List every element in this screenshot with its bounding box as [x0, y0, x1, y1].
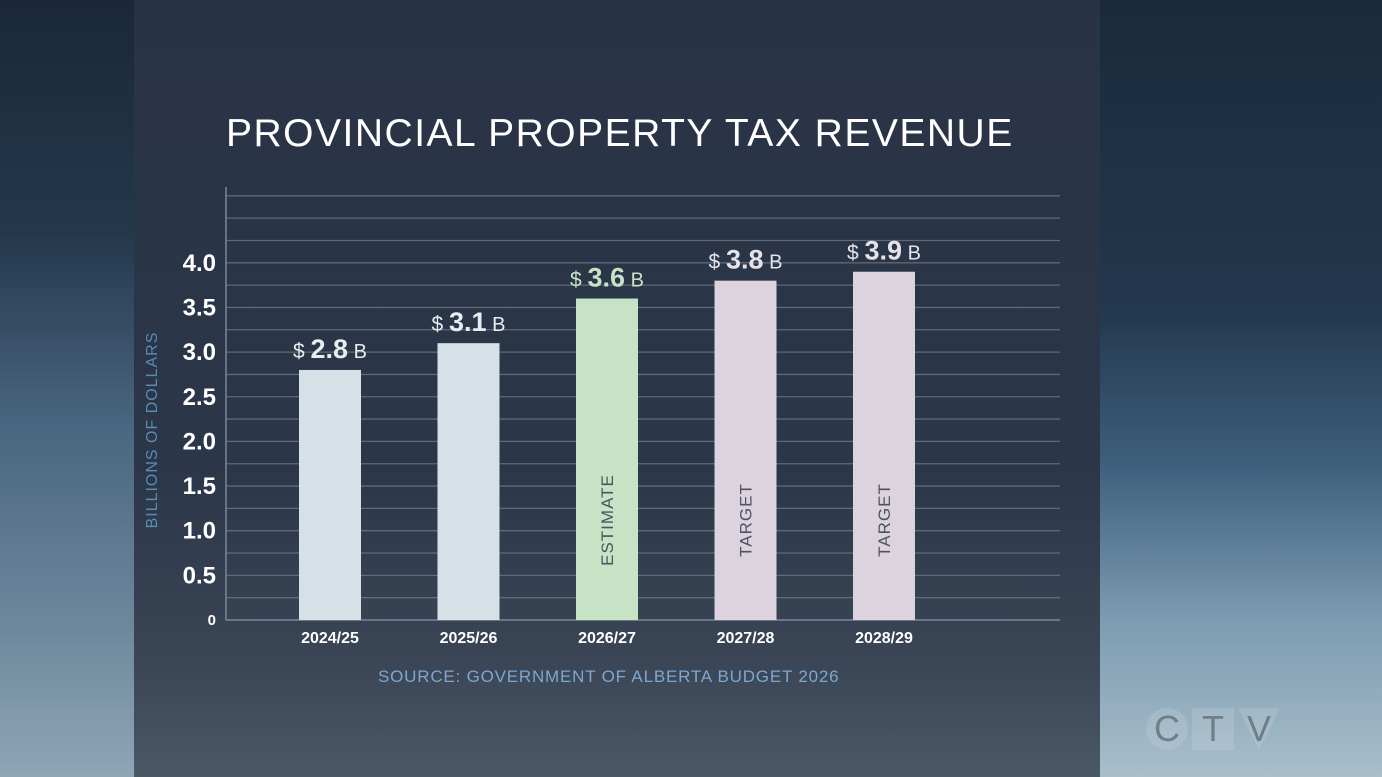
x-tick-label: 2024/25 [301, 630, 359, 647]
y-tick-label: 0.5 [183, 562, 216, 589]
y-tick-label: 0 [208, 612, 216, 629]
ctv-logo: C T V [1146, 708, 1280, 750]
bar-annotation: TARGET [875, 483, 894, 557]
logo-letter-c: C [1146, 708, 1188, 750]
y-tick-label: 2.0 [183, 428, 216, 455]
background-right [1100, 0, 1382, 777]
y-tick-label: 3.5 [183, 294, 216, 321]
bar-2026-27 [576, 298, 638, 620]
logo-letter-t: T [1192, 708, 1234, 750]
x-tick-label: 2025/26 [440, 630, 498, 647]
y-tick-label: 1.5 [183, 473, 216, 500]
bar-2025-26 [437, 343, 500, 620]
bar-2024-25 [299, 369, 361, 620]
value-label: $ 3.6 B [570, 263, 644, 293]
bar-annotation: TARGET [737, 483, 756, 557]
y-tick-label: 4.0 [183, 250, 216, 277]
y-tick-label: 3.0 [183, 339, 216, 366]
value-label: $ 2.8 B [293, 334, 367, 364]
y-tick-label: 1.0 [183, 518, 216, 545]
bar-annotation: ESTIMATE [598, 474, 617, 566]
value-label: $ 3.8 B [709, 245, 783, 275]
bar-2028-29 [853, 271, 915, 620]
logo-letter-v: V [1238, 708, 1280, 750]
x-tick-label: 2026/27 [578, 630, 636, 647]
x-tick-label: 2027/28 [717, 630, 775, 647]
x-tick-label: 2028/29 [855, 630, 913, 647]
background-left [0, 0, 134, 777]
y-tick-label: 2.5 [183, 384, 216, 411]
source-note: SOURCE: GOVERNMENT OF ALBERTA BUDGET 202… [378, 667, 840, 686]
value-label: $ 3.1 B [432, 307, 506, 337]
chart-title: PROVINCIAL PROPERTY TAX REVENUE [226, 112, 1014, 155]
bar-2027-28 [714, 280, 777, 620]
value-label: $ 3.9 B [847, 236, 921, 266]
